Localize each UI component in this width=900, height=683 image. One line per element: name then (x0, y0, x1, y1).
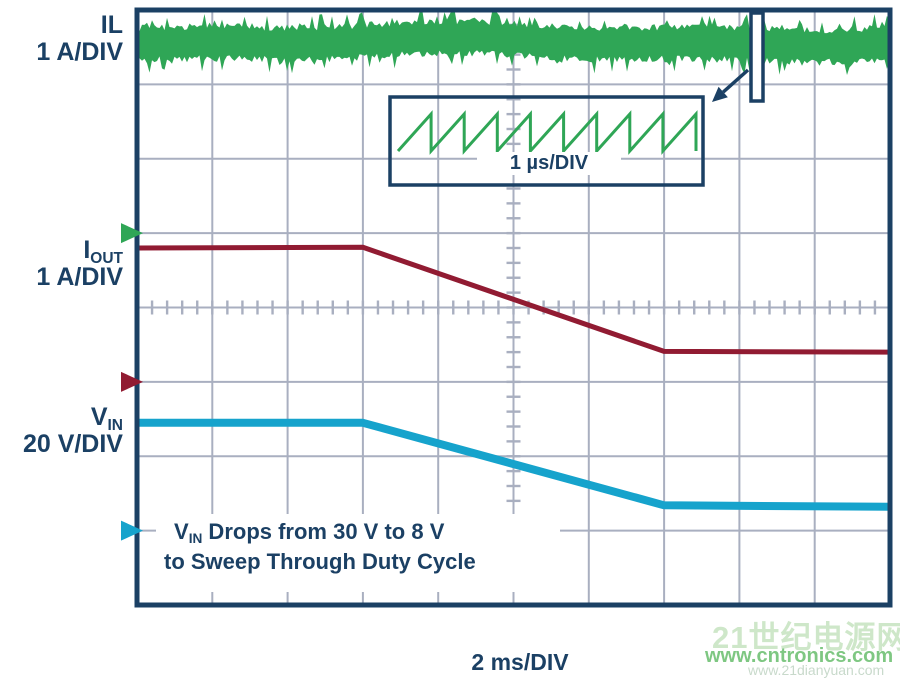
channel-label-vin: VIN 20 V/DIV (23, 404, 123, 458)
inset-timebase-label: 1 µs/DIV (477, 152, 621, 175)
trace-iout (136, 244, 891, 355)
annotation-line2: to Sweep Through Duty Cycle (164, 549, 476, 574)
trace-il-noisy-band (137, 8, 890, 75)
ground-marker-iout (121, 371, 143, 392)
ground-marker-vin (121, 520, 143, 541)
inset-zoom-box (388, 95, 705, 187)
annotation-line1: VIN Drops from 30 V to 8 V (174, 519, 445, 547)
channel-vin-scale: 20 V/DIV (22, 430, 123, 458)
channel-iout-name: IOUT (83, 236, 123, 267)
channel-il-name: IL (100, 11, 123, 39)
channel-vin-name: VIN (90, 403, 123, 434)
zoom-region-marker (749, 11, 765, 103)
channel-label-il: IL 1 A/DIV (36, 12, 123, 66)
channel-iout-scale: 1 A/DIV (36, 263, 123, 291)
trace-vin (137, 418, 891, 511)
inset-border (388, 95, 705, 187)
ground-marker-il (121, 223, 143, 244)
inset-arrow-shaft (722, 68, 750, 94)
channel-il-scale: 1 A/DIV (36, 38, 123, 66)
vin-sweep-annotation: VIN Drops from 30 V to 8 V to Sweep Thro… (158, 516, 486, 580)
inset-arrow-head (712, 86, 728, 102)
inset-sawtooth-waveform (396, 110, 698, 155)
channel-label-iout: IOUT 1 A/DIV (36, 237, 123, 291)
plot-border (134, 7, 893, 608)
timebase-label: 2 ms/DIV (471, 649, 569, 675)
